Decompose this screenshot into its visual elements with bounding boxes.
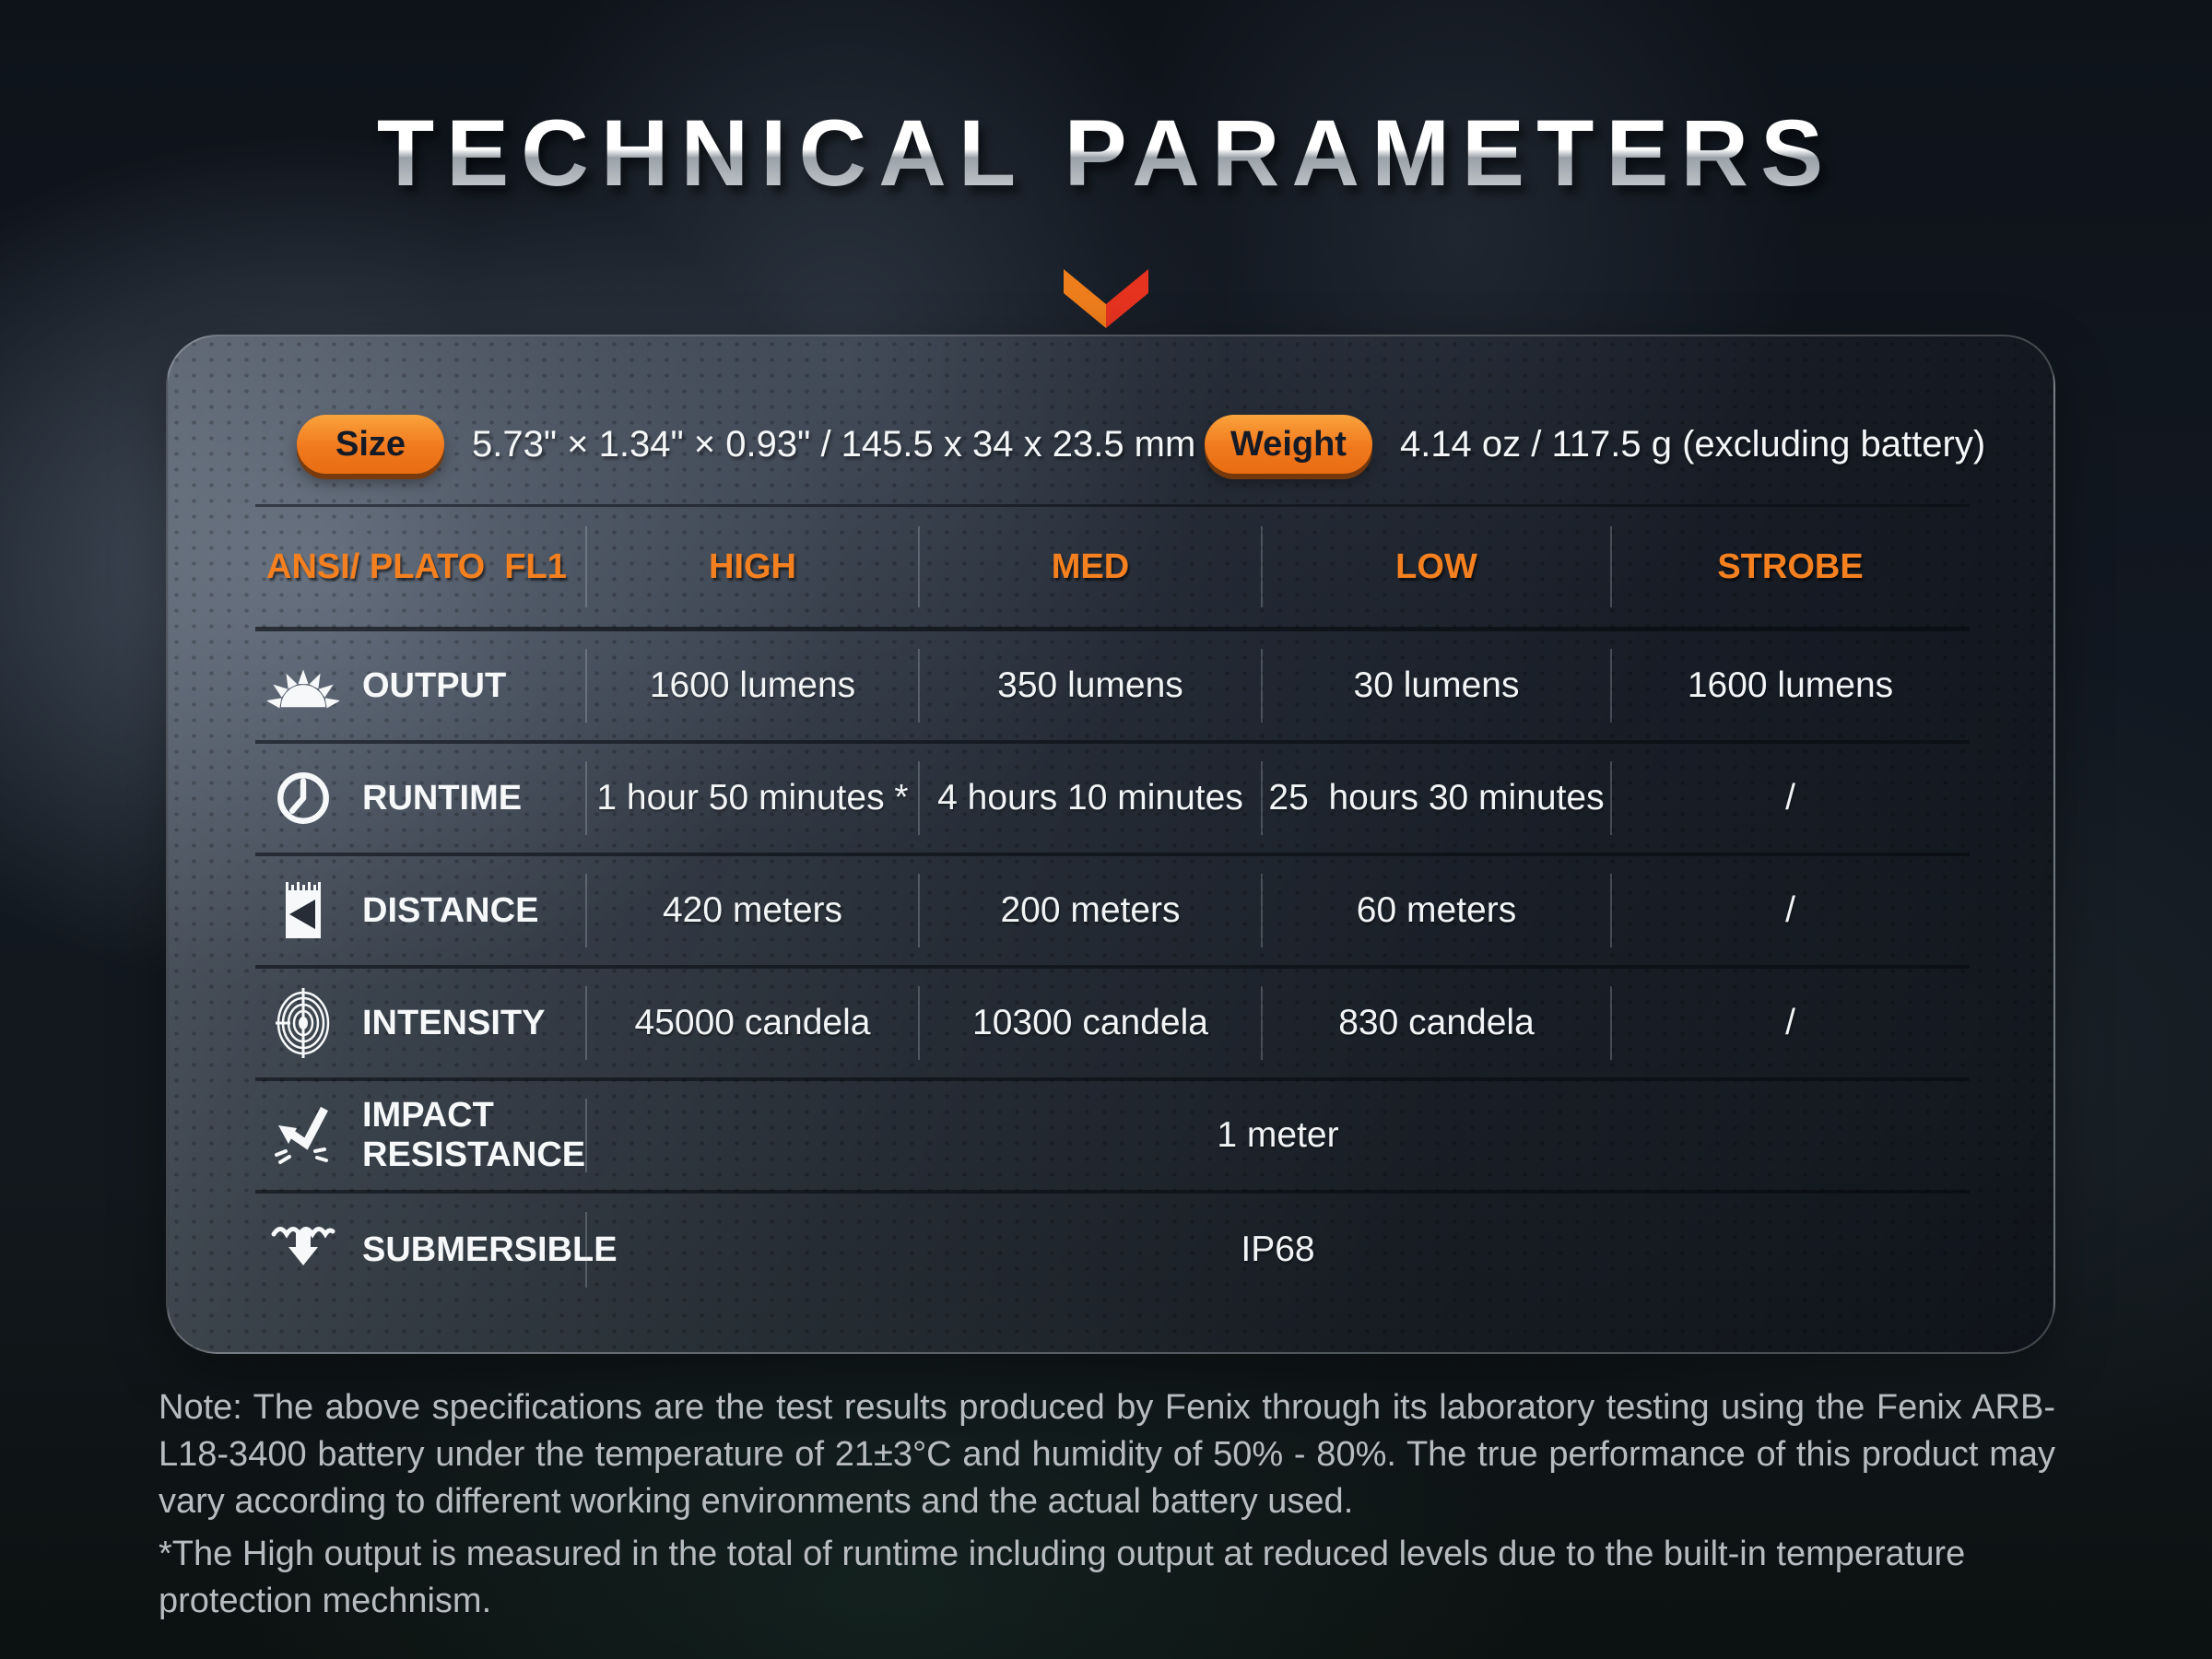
chevron-down-icon <box>1064 269 1148 328</box>
column-divider <box>585 525 587 608</box>
notes-section: Note: The above specifications are the t… <box>159 1384 2055 1625</box>
submersible-icon <box>271 1227 335 1265</box>
parameters-table: ANSI/ PLATO FL1 HIGH MED LOW STROBE <box>255 504 1970 1306</box>
table-row-impact-resistance: IMPACT RESISTANCE 1 meter <box>255 1081 1970 1194</box>
column-divider <box>1261 760 1263 836</box>
header-low: LOW <box>1395 547 1477 586</box>
page-title: TECHNICAL PARAMETERS <box>0 100 2212 207</box>
column-divider <box>918 760 920 836</box>
table-row-intensity: INTENSITY 45000 candela 10300 candela 83… <box>255 969 1970 1081</box>
column-divider <box>585 1098 587 1173</box>
row-label: RUNTIME <box>362 778 523 818</box>
intensity-strobe: / <box>1785 1003 1795 1042</box>
runtime-med: 4 hours 10 minutes <box>937 778 1243 818</box>
runtime-high: 1 hour 50 minutes * <box>596 778 909 818</box>
weight-spec: Weight 4.14 oz / 117.5 g (excluding batt… <box>1205 414 1985 475</box>
intensity-low: 830 candela <box>1338 1003 1535 1042</box>
column-divider <box>1610 648 1612 724</box>
column-divider <box>918 525 920 608</box>
runtime-low: 25 hours 30 minutes <box>1268 778 1605 818</box>
runtime-strobe: / <box>1785 778 1795 818</box>
column-divider <box>1261 648 1263 724</box>
size-spec: Size 5.73" × 1.34" × 0.93" / 145.5 x 34 … <box>297 414 1195 475</box>
distance-strobe: / <box>1785 890 1795 930</box>
distance-low: 60 meters <box>1356 890 1517 930</box>
intensity-med: 10300 candela <box>972 1003 1208 1042</box>
column-divider <box>1610 873 1612 948</box>
column-divider <box>585 760 587 836</box>
table-row-distance: DISTANCE 420 meters 200 meters 60 meters… <box>255 856 1970 969</box>
impact-icon <box>275 1106 328 1164</box>
row-label: IMPACT RESISTANCE <box>362 1096 586 1174</box>
table-header-row: ANSI/ PLATO FL1 HIGH MED LOW STROBE <box>255 504 1970 631</box>
distance-med: 200 meters <box>1000 890 1181 930</box>
table-row-submersible: SUBMERSIBLE IP68 <box>255 1194 1970 1306</box>
column-divider <box>585 1211 587 1288</box>
row-label: INTENSITY <box>362 1003 546 1042</box>
beam-distance-icon <box>286 882 321 938</box>
row-label: SUBMERSIBLE <box>362 1230 618 1269</box>
column-divider <box>918 985 920 1061</box>
output-high: 1600 lumens <box>649 665 856 705</box>
header-ansi-plato-fl1: ANSI/ PLATO FL1 <box>266 547 567 586</box>
column-divider <box>1261 525 1263 608</box>
target-icon <box>276 988 330 1058</box>
row-label: DISTANCE <box>362 890 539 930</box>
sun-icon <box>267 669 339 709</box>
spec-card: Size 5.73" × 1.34" × 0.93" / 145.5 x 34 … <box>166 335 2055 1354</box>
clock-icon <box>277 772 329 824</box>
header-med: MED <box>1051 547 1130 586</box>
header-strobe: STROBE <box>1717 547 1864 586</box>
table-row-output: OUTPUT 1600 lumens 350 lumens 30 lumens … <box>255 631 1970 744</box>
column-divider <box>1610 760 1612 836</box>
submersible-value: IP68 <box>1241 1230 1315 1269</box>
column-divider <box>918 648 920 724</box>
output-med: 350 lumens <box>997 665 1183 705</box>
column-divider <box>585 873 587 948</box>
output-low: 30 lumens <box>1353 665 1520 705</box>
note-footnote: *The High output is measured in the tota… <box>159 1535 1966 1620</box>
column-divider <box>1610 525 1612 608</box>
weight-value: 4.14 oz / 117.5 g (excluding battery) <box>1399 423 1986 465</box>
weight-badge: Weight <box>1205 415 1372 474</box>
column-divider <box>585 985 587 1061</box>
impact-resistance-value: 1 meter <box>1217 1115 1339 1155</box>
table-row-runtime: RUNTIME 1 hour 50 minutes * 4 hours 10 m… <box>255 744 1970 856</box>
column-divider <box>585 648 587 724</box>
note-paragraph: Note: The above specifications are the t… <box>159 1388 2055 1521</box>
size-value: 5.73" × 1.34" × 0.93" / 145.5 x 34 x 23.… <box>472 423 1196 465</box>
row-label: OUTPUT <box>362 665 507 705</box>
column-divider <box>918 873 920 948</box>
column-divider <box>1261 985 1263 1061</box>
column-divider <box>1261 873 1263 948</box>
column-divider <box>1610 985 1612 1061</box>
output-strobe: 1600 lumens <box>1687 665 1894 705</box>
intensity-high: 45000 candela <box>634 1003 871 1042</box>
header-high: HIGH <box>709 547 796 586</box>
distance-high: 420 meters <box>662 890 843 930</box>
size-badge: Size <box>297 415 444 474</box>
